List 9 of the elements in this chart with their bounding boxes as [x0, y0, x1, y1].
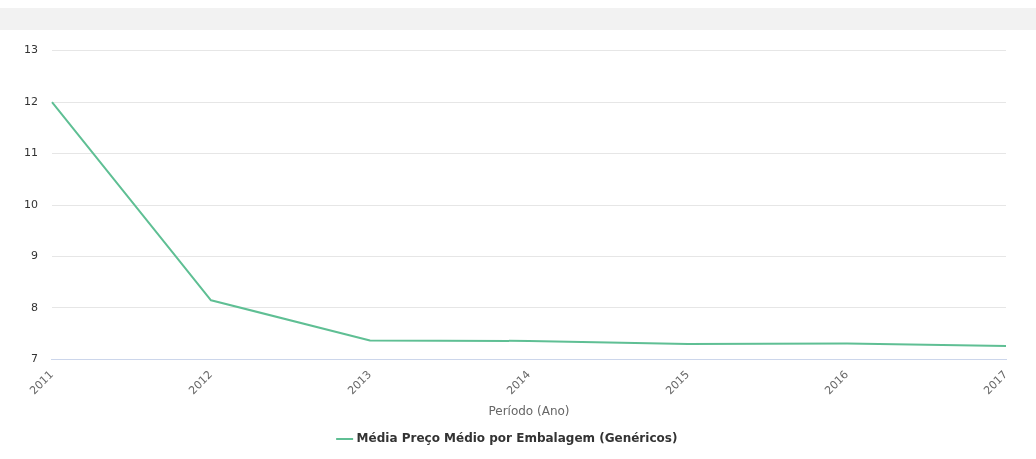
y-tick-label: 8	[31, 300, 38, 314]
y-tick-label: 9	[31, 249, 38, 263]
x-axis-title: Período (Ano)	[488, 403, 570, 418]
y-tick-label: 11	[24, 146, 38, 160]
legend-label: Média Preço Médio por Embalagem (Genéricos)	[356, 431, 678, 446]
y-tick-label: 13	[24, 43, 38, 57]
y-tick-label: 12	[24, 94, 38, 108]
y-tick-label: 7	[31, 352, 38, 366]
y-tick-label: 10	[24, 197, 38, 211]
